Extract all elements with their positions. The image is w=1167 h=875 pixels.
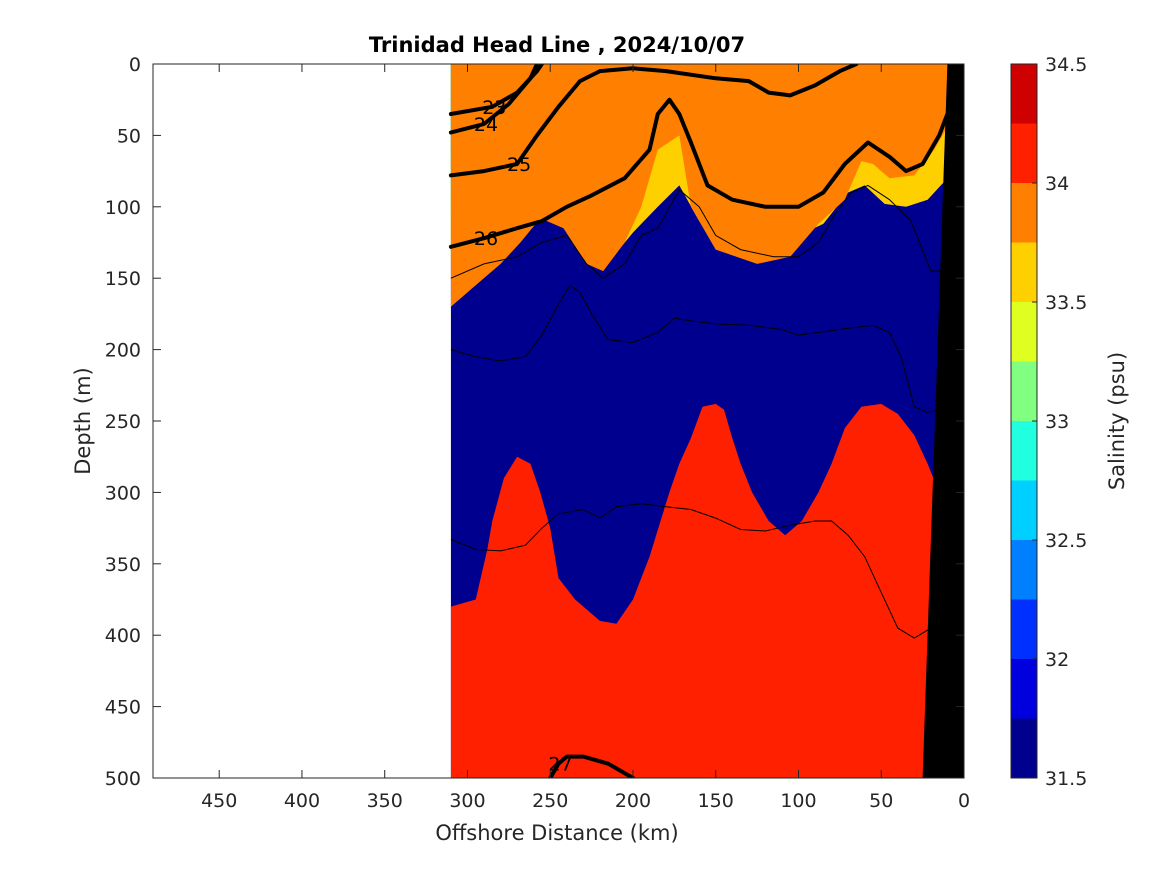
colorbar: 34.5 34 33.5 33 32.5 32 31.5 Salinity (psu) [1010,54,1129,790]
x-tick-label: 250 [532,790,568,812]
colorbar-tick-label: 32.5 [1045,530,1087,552]
x-axis-label: Offshore Distance (km) [435,821,678,845]
colorbar-tick-label: 32 [1045,649,1069,671]
colorbar-swatch [1011,242,1037,302]
y-tick-label: 300 [105,482,141,504]
x-tick-label: 350 [367,790,403,812]
y-tick-label: 0 [129,54,141,76]
density-contour-27 [548,754,635,778]
y-tick-label: 250 [105,411,141,433]
colorbar-label: Salinity (psu) [1105,352,1129,490]
density-contour-26 [448,97,950,249]
colorbar-swatch [1011,302,1037,362]
y-tick-label: 350 [105,554,141,576]
x-tick-label: 100 [780,790,816,812]
thin-contour-line [450,503,932,639]
colorbar-swatch [1011,540,1037,600]
colorbar-swatch [1011,718,1037,778]
colorbar-swatch [1011,361,1037,421]
colorbar-ticks: 34.5 34 33.5 33 32.5 32 31.5 [1032,54,1087,790]
y-tick-label: 450 [105,697,141,719]
y-tick-label: 100 [105,197,141,219]
colorbar-tick-label: 34 [1045,173,1069,195]
bottom-terrain [922,64,964,778]
colorbar-swatch [1011,183,1037,243]
plot-title: Trinidad Head Line , 2024/10/07 [369,33,745,57]
density-contour-25 [448,64,859,178]
colorbar-swatch [1011,599,1037,659]
x-tick-label: 50 [869,790,893,812]
y-tick-label: 50 [117,125,141,147]
colorbar-tick-label: 33.5 [1045,292,1087,314]
salinity-band-34 [450,403,948,778]
thin-contour-line [450,184,945,279]
density-contour-24 [448,64,539,135]
density-contour-label: 27 [548,754,572,776]
x-tick-label: 450 [201,790,237,812]
y-tick-label: 150 [105,268,141,290]
y-tick-label: 200 [105,340,141,362]
colorbar-swatch [1011,421,1037,481]
colorbar-tick-label: 34.5 [1045,54,1087,76]
colorbar-tick-label: 31.5 [1045,768,1087,790]
density-contour-label: 25 [507,154,531,176]
colorbar-swatch [1011,480,1037,540]
colorbar-swatches [1011,64,1037,778]
x-axis: 450 400 350 300 250 200 150 100 50 0 [201,64,970,812]
x-tick-label: 0 [958,790,970,812]
colorbar-swatch [1011,64,1037,124]
x-tick-label: 300 [449,790,485,812]
y-axis: 0 50 100 150 200 250 300 350 400 450 500 [105,54,964,790]
density-contour-label: 23 [482,97,506,119]
density-contour-label: 26 [474,228,498,250]
colorbar-swatch [1011,659,1037,719]
thin-contours [450,184,945,639]
x-tick-label: 150 [698,790,734,812]
colorbar-tick-label: 33 [1045,411,1069,433]
colorbar-swatch [1011,123,1037,183]
y-tick-label: 500 [105,768,141,790]
x-tick-label: 200 [615,790,651,812]
y-axis-label: Depth (m) [71,367,95,474]
y-tick-label: 400 [105,625,141,647]
thin-contour-line [450,284,941,413]
density-contours [448,64,950,778]
density-contour-label: 24 [474,114,498,136]
x-tick-label: 400 [284,790,320,812]
bottom-terrain-shape [922,64,964,778]
